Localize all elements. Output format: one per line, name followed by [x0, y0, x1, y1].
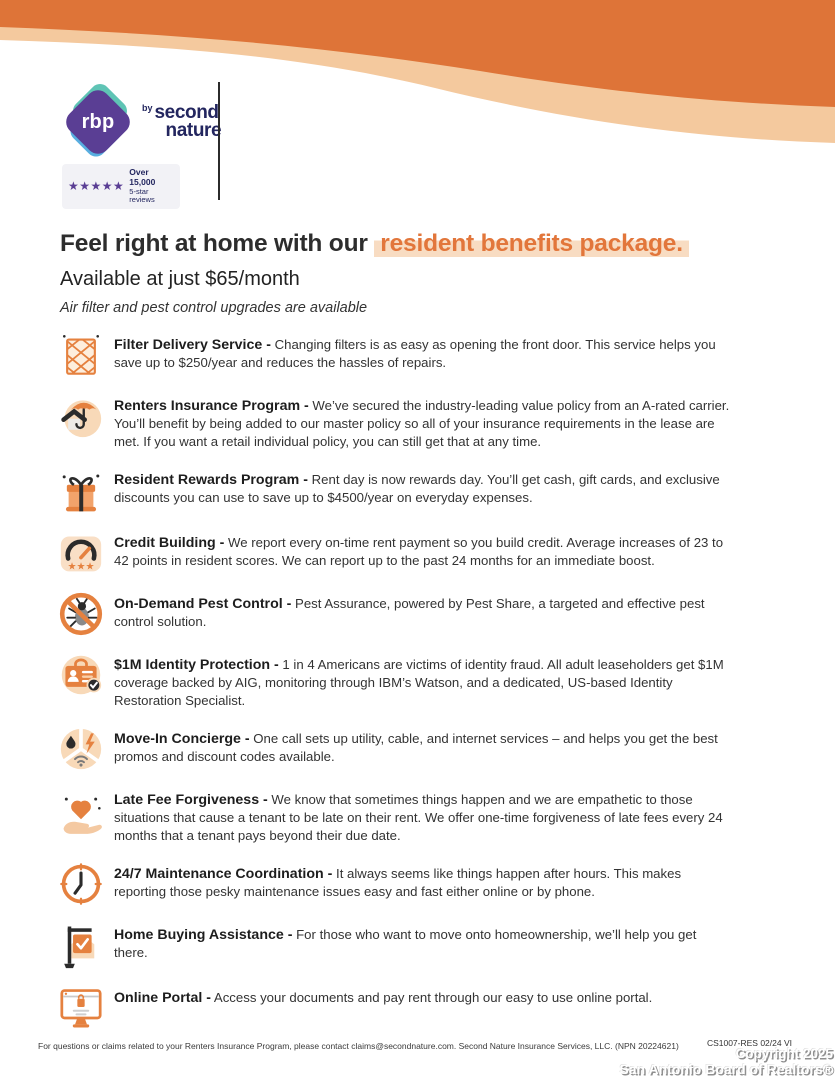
brand-line2: nature — [165, 119, 222, 141]
title-highlight: resident benefits package. — [374, 230, 689, 257]
copyright-watermark: Copyright 2025 San Antonio Board of Real… — [619, 1046, 833, 1077]
air-filter-icon — [58, 333, 104, 377]
list-item: Late Fee Forgiveness - We know that some… — [58, 788, 733, 845]
list-item: Filter Delivery Service - Changing filte… — [58, 333, 733, 377]
no-pest-icon — [58, 592, 104, 636]
copyright-line: Copyright 2025 — [735, 1046, 833, 1061]
realtors-line: San Antonio Board of Realtors® — [619, 1060, 833, 1077]
title-prefix: Feel right at home with our — [60, 230, 368, 257]
list-item: $1M Identity Protection - 1 in 4 America… — [58, 653, 733, 710]
hero-section: Feel right at home with our resident ben… — [60, 230, 689, 316]
by-label: by — [142, 103, 153, 114]
utilities-wheel-icon — [58, 727, 104, 771]
second-nature-wordmark: by second nature — [142, 102, 222, 141]
page-title: Feel right at home with our resident ben… — [60, 230, 689, 258]
list-item: Home Buying Assistance - For those who w… — [58, 923, 733, 969]
upgrades-note: Air filter and pest control upgrades are… — [60, 300, 368, 316]
rbp-logo-text: rbp — [81, 110, 115, 133]
umbrella-house-icon — [58, 394, 104, 438]
list-item: ★★★ Credit Building - We report every on… — [58, 531, 733, 575]
heart-in-hand-icon — [58, 788, 104, 834]
online-portal-icon — [58, 986, 104, 1028]
reviews-label: 5-star reviews — [129, 186, 155, 205]
list-item: Resident Rewards Program - Rent day is n… — [58, 468, 733, 514]
five-stars-icon: ★★★★★ — [68, 179, 125, 194]
rbp-logo: rbp — [61, 79, 135, 161]
list-item: On-Demand Pest Control - Pest Assurance,… — [58, 592, 733, 636]
benefits-list: Filter Delivery Service - Changing filte… — [58, 333, 733, 1045]
svg-text:★★★: ★★★ — [67, 562, 94, 573]
reviews-badge: ★★★★★ Over 15,000 5-star reviews — [62, 164, 180, 209]
list-item: Move-In Concierge - One call sets up uti… — [58, 727, 733, 771]
reviews-count: Over 15,000 — [129, 167, 156, 187]
document-code: CS1007-RES 02/24 VI — [706, 1038, 792, 1048]
header-divider — [218, 82, 220, 200]
brand-line1: second — [154, 102, 220, 124]
list-item: 24/7 Maintenance Coordination - It alway… — [58, 862, 733, 906]
brand-bar: rbp by second nature ★★★★★ Over 15,000 5-s… — [61, 79, 222, 209]
clock-icon — [58, 862, 104, 906]
insurance-disclaimer: For questions or claims related to your … — [38, 1041, 679, 1051]
credit-gauge-icon: ★★★ — [58, 531, 104, 575]
gift-icon — [58, 468, 104, 514]
list-item: Renters Insurance Program - We’ve secure… — [58, 394, 733, 451]
header-wave-graphic — [0, 0, 835, 143]
list-item: Online Portal - Access your documents an… — [58, 986, 733, 1028]
price-subtitle: Available at just $65/month — [60, 268, 300, 290]
identity-card-icon — [58, 653, 104, 697]
sold-sign-icon — [58, 923, 104, 969]
